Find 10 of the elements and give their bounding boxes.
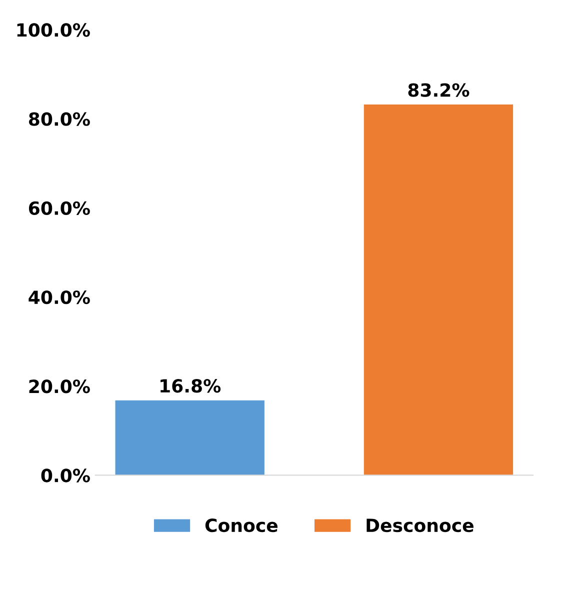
legend-label: Desconoce	[366, 518, 474, 532]
y-tick-label: 40.0%	[28, 290, 90, 304]
y-tick-label: 20.0%	[29, 380, 90, 394]
legend-label: Conoce	[205, 518, 278, 532]
y-tick-label: 60.0%	[28, 201, 90, 216]
data-label: 83.2%	[408, 83, 470, 97]
y-tick-label: 0.0%	[41, 468, 90, 482]
data-label: 16.8%	[160, 379, 221, 393]
y-tick-label: 100.0%	[17, 23, 90, 37]
y-tick-label: 80.0%	[28, 112, 90, 126]
